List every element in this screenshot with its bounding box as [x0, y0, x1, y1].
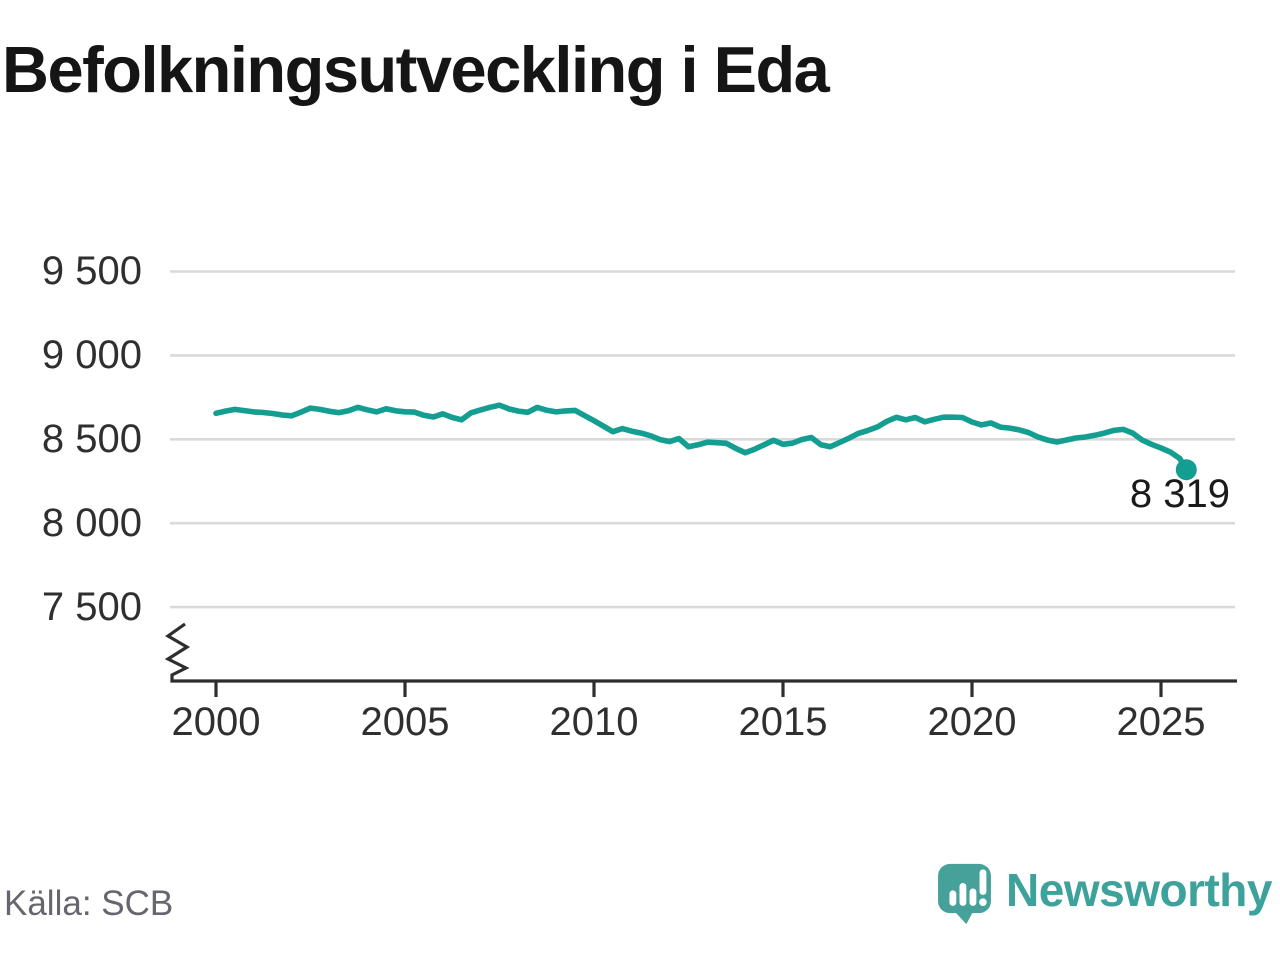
chart-title: Befolkningsutveckling i Eda	[2, 33, 830, 106]
newsworthy-logo-icon	[938, 863, 991, 925]
x-axis-tick-label-2010: 2010	[549, 700, 639, 744]
y-axis-tick-label-8500: 8 500	[41, 417, 142, 461]
x-axis-tick-label-2020: 2020	[927, 700, 1017, 744]
y-axis-tick-label-9500: 9 500	[41, 249, 142, 293]
source-caption: Källa: SCB	[4, 884, 174, 923]
y-axis-tick-label-7500: 7 500	[41, 585, 142, 629]
y-axis-tick-label-8000: 8 000	[41, 501, 142, 545]
x-axis-tick-label-2005: 2005	[360, 700, 450, 744]
x-axis-tick-label-2015: 2015	[738, 700, 828, 744]
y-axis-tick-label-9000: 9 000	[41, 333, 142, 377]
newsworthy-logo-text: Newsworthy	[1006, 864, 1272, 916]
last-value-annotation: 8 319	[1129, 472, 1230, 516]
newsworthy-branding: Newsworthy	[937, 861, 1272, 929]
x-axis-tick-label-2000: 2000	[171, 700, 261, 744]
x-axis-tick-label-2025: 2025	[1116, 700, 1206, 744]
